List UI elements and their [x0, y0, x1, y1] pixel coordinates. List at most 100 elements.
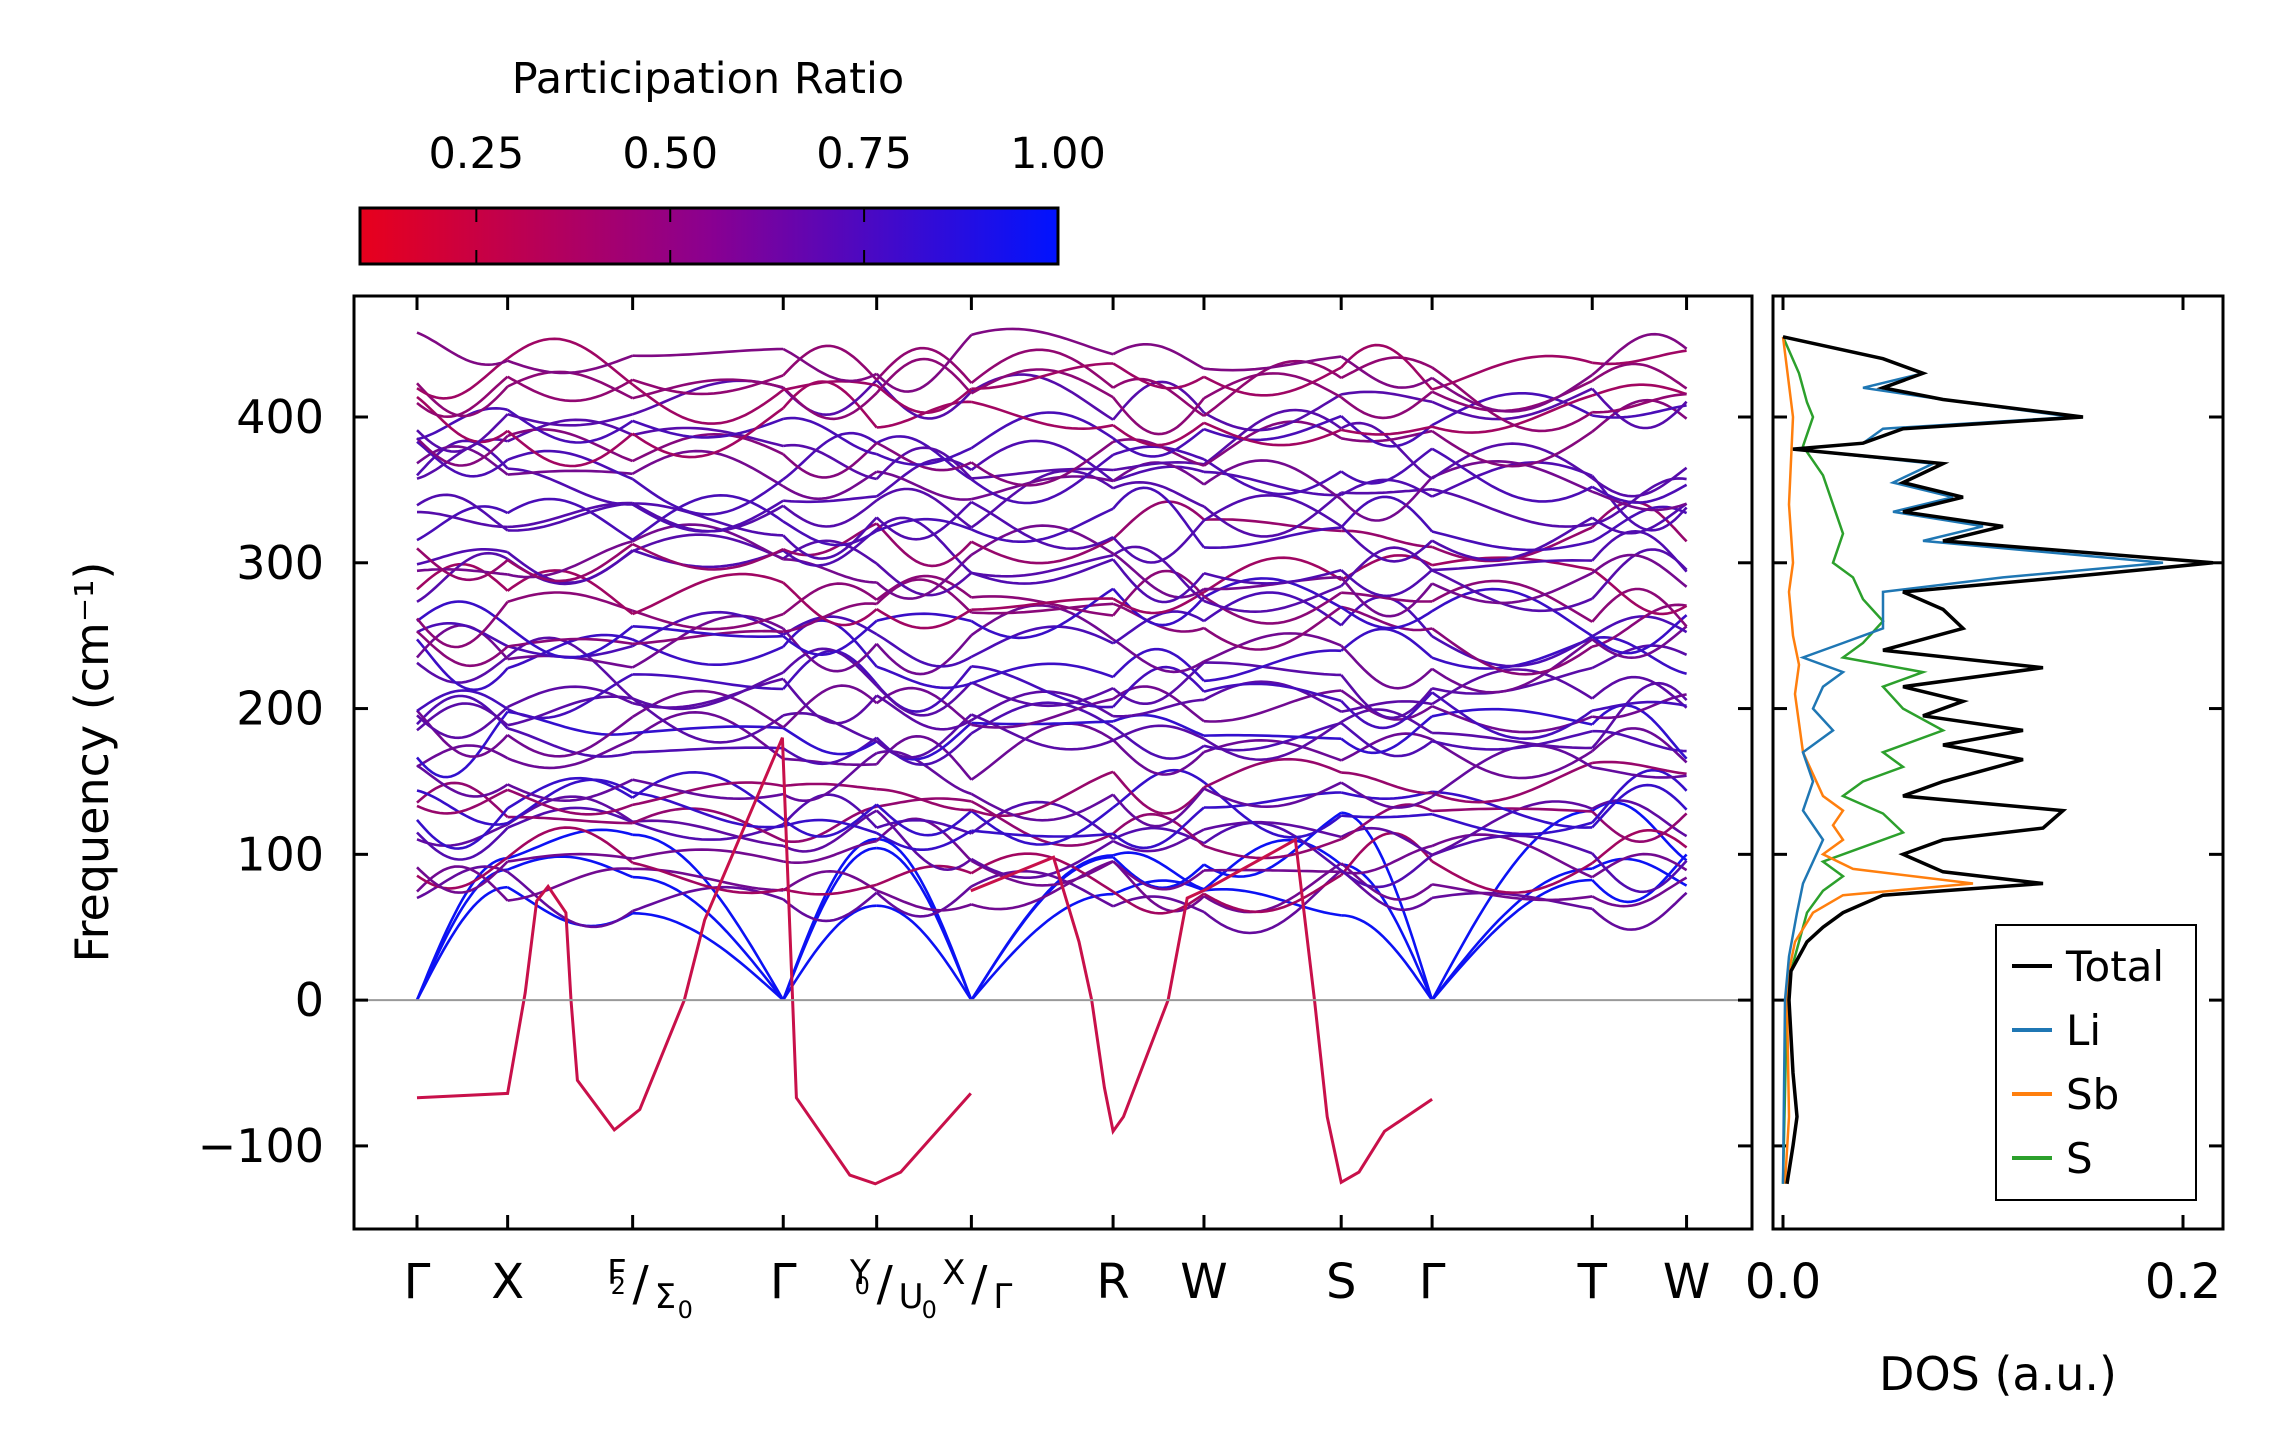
y-tick-label: 0: [295, 973, 324, 1027]
phonon-branch: [1203, 868, 1342, 874]
legend: Total Li Sb S: [1995, 924, 2197, 1201]
phonon-branch: [1432, 790, 1593, 829]
phonon-branch: [1431, 744, 1593, 798]
phonon-branch: [507, 727, 633, 758]
phonon-branch: [632, 542, 784, 571]
phonon-branch: [632, 533, 784, 560]
phonon-branch: [507, 852, 633, 863]
phonon-branch: [632, 625, 784, 638]
phonon-branch: [1340, 644, 1433, 690]
phonon-branch: [507, 591, 634, 612]
phonon-branch: [1204, 661, 1342, 677]
phonon-branch: [631, 493, 784, 541]
phonon-branch: [416, 764, 509, 798]
phonon-branch: [970, 368, 1114, 399]
phonon-branch: [1203, 721, 1342, 752]
k-label: W: [1663, 1254, 1710, 1310]
phonon-branch: [1203, 491, 1343, 538]
phonon-branch: [506, 776, 634, 810]
phonon-branch: [1431, 833, 1593, 879]
phonon-branch: [782, 516, 878, 560]
legend-label-li: Li: [2066, 1006, 2101, 1055]
phonon-branch: [416, 807, 509, 850]
phonon-branch: [416, 706, 509, 740]
phonon-branch: [1340, 732, 1433, 762]
x-axis-label-dos: DOS (a.u.): [1879, 1347, 2117, 1401]
phonon-branch: [1591, 853, 1688, 904]
phonon-branch: [1431, 761, 1593, 804]
colorbar: Participation Ratio 0.25 0.50 0.75 1.00: [358, 54, 1106, 266]
phonon-branch: [1203, 408, 1342, 466]
phonon-branch: [1112, 610, 1205, 645]
phonon-branch: [875, 446, 973, 480]
phonon-branch: [1340, 476, 1434, 522]
phonon-branch: [970, 587, 1114, 640]
phonon-branch: [1203, 605, 1342, 651]
phonon-branch: [1203, 591, 1342, 627]
phonon-branch: [782, 581, 878, 627]
phonon-branch: [782, 344, 878, 381]
phonon-branch: [782, 891, 878, 923]
phonon-branch: [1431, 691, 1593, 741]
phonon-branch: [970, 507, 1114, 543]
k-label-pre-sub: 0: [855, 1272, 870, 1300]
phonon-branch: [1592, 404, 1687, 419]
phonon-branch: [1203, 420, 1342, 467]
phonon-branch: [970, 348, 1114, 389]
colorbar-tick-label: 1.00: [1010, 129, 1106, 179]
phonon-branch: [1203, 459, 1342, 501]
phonon-branch: [416, 638, 509, 692]
legend-label-sb: Sb: [2066, 1070, 2119, 1119]
phonon-branch: [1591, 852, 1688, 894]
phonon-branch: [1203, 458, 1342, 496]
phonon-branch: [875, 803, 973, 837]
phonon-branch: [875, 384, 973, 415]
phonon-branch: [782, 522, 878, 557]
phonon-branch: [1431, 878, 1593, 1001]
k-label-pre: X: [942, 1253, 965, 1293]
high-symmetry-ticks: [415, 296, 1689, 1229]
y-tick-label: 200: [236, 682, 324, 736]
phonon-branch: [875, 809, 973, 872]
dos-axes-frame: [1771, 294, 2225, 1231]
phonon-branch: [876, 447, 972, 466]
phonon-branch: [970, 800, 1114, 841]
phonon-branch: [416, 655, 509, 684]
phonon-branch: [875, 713, 973, 759]
phonon-branch: [782, 678, 878, 725]
phonon-branch: [631, 697, 784, 744]
phonon-branch: [782, 805, 878, 843]
phonon-branch: [1431, 668, 1593, 706]
phonon-branch: [631, 614, 784, 669]
phonon-branch: [1340, 415, 1433, 448]
phonon-branch: [1591, 548, 1688, 600]
phonon-branch: [1591, 490, 1688, 512]
phonon-branch: [1430, 809, 1593, 1001]
k-label-post: U: [899, 1277, 924, 1317]
phonon-branch: [631, 710, 784, 760]
phonon-branch: [1203, 355, 1342, 372]
phonon-branch: [1431, 738, 1593, 780]
phonon-branch: [632, 833, 785, 1001]
legend-label-s: S: [2066, 1134, 2093, 1183]
phonon-branch: [632, 572, 784, 616]
phonon-branch: [416, 788, 509, 815]
phonon-branch: [507, 695, 633, 727]
phonon-branch: [1431, 530, 1593, 552]
phonon-branch: [875, 681, 973, 717]
phonon-branch: [970, 625, 1114, 659]
k-label-pre-sub: 2: [611, 1272, 626, 1300]
phonon-branch: [783, 416, 877, 456]
phonon-branch: [971, 859, 1114, 911]
phonon-branch: [875, 522, 973, 568]
phonon-branch: [1112, 860, 1205, 891]
phonon-branch: [1112, 545, 1205, 603]
phonon-branch: [1591, 502, 1688, 535]
colorbar-tick-label: 0.75: [816, 129, 912, 179]
phonon-branch: [1431, 729, 1593, 751]
dos-series-total: [1782, 335, 2214, 1185]
phonon-branch: [970, 453, 1114, 505]
phonon-branch: [1203, 556, 1342, 594]
phonon-branch: [876, 787, 972, 812]
